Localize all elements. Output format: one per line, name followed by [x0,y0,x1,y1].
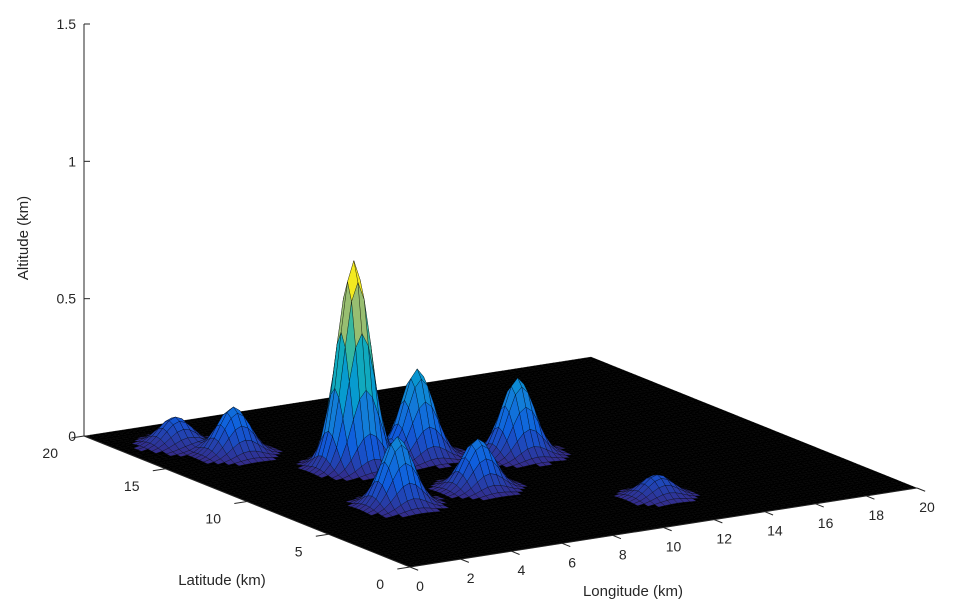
surface-mesh [83,259,918,568]
